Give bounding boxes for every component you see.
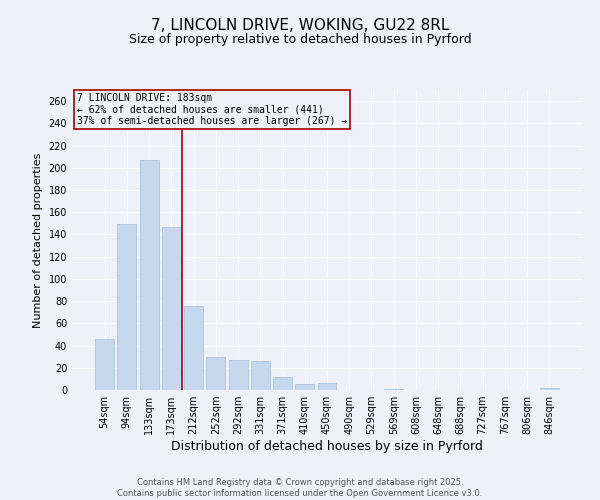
Bar — [184, 306, 203, 390]
Bar — [162, 226, 181, 390]
Text: Size of property relative to detached houses in Pyrford: Size of property relative to detached ho… — [128, 32, 472, 46]
Bar — [384, 389, 403, 390]
Bar — [229, 360, 248, 390]
Bar — [317, 384, 337, 390]
X-axis label: Distribution of detached houses by size in Pyrford: Distribution of detached houses by size … — [171, 440, 483, 453]
Text: 7 LINCOLN DRIVE: 183sqm
← 62% of detached houses are smaller (441)
37% of semi-d: 7 LINCOLN DRIVE: 183sqm ← 62% of detache… — [77, 93, 347, 126]
Bar — [206, 356, 225, 390]
Bar — [540, 388, 559, 390]
Text: Contains HM Land Registry data © Crown copyright and database right 2025.
Contai: Contains HM Land Registry data © Crown c… — [118, 478, 482, 498]
Y-axis label: Number of detached properties: Number of detached properties — [33, 152, 43, 328]
Bar — [295, 384, 314, 390]
Bar — [251, 361, 270, 390]
Bar — [140, 160, 158, 390]
Bar — [118, 224, 136, 390]
Bar — [95, 339, 114, 390]
Bar — [273, 376, 292, 390]
Text: 7, LINCOLN DRIVE, WOKING, GU22 8RL: 7, LINCOLN DRIVE, WOKING, GU22 8RL — [151, 18, 449, 32]
